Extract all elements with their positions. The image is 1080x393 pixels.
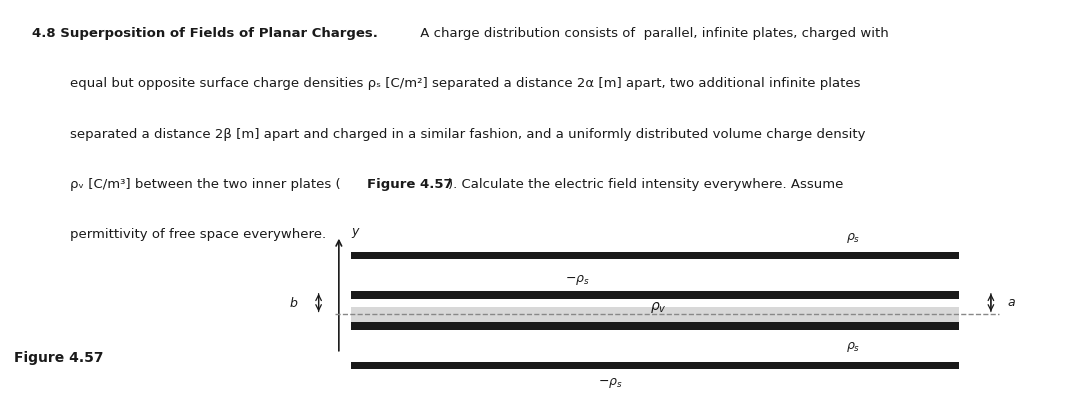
FancyBboxPatch shape — [351, 291, 959, 299]
Text: A charge distribution consists of  parallel, infinite plates, charged with: A charge distribution consists of parall… — [416, 28, 889, 40]
Text: $\rho_s$: $\rho_s$ — [846, 231, 861, 245]
Text: ). Calculate the electric field intensity everywhere. Assume: ). Calculate the electric field intensit… — [448, 178, 843, 191]
FancyBboxPatch shape — [351, 322, 959, 330]
Text: $-\rho_s$: $-\rho_s$ — [566, 273, 590, 287]
Text: ρᵥ [C/m³] between the two inner plates (: ρᵥ [C/m³] between the two inner plates ( — [70, 178, 341, 191]
Text: $y$: $y$ — [351, 226, 361, 240]
Text: 4.8 Superposition of Fields of Planar Charges.: 4.8 Superposition of Fields of Planar Ch… — [32, 28, 378, 40]
Text: permittivity of free space everywhere.: permittivity of free space everywhere. — [70, 228, 326, 241]
Text: $-\rho_s$: $-\rho_s$ — [598, 376, 622, 390]
FancyBboxPatch shape — [351, 362, 959, 369]
Text: $b$: $b$ — [289, 296, 298, 310]
Text: $\rho_v$: $\rho_v$ — [650, 300, 667, 315]
Text: Figure 4.57: Figure 4.57 — [367, 178, 453, 191]
Text: $\rho_s$: $\rho_s$ — [846, 340, 861, 354]
Text: separated a distance 2β [m] apart and charged in a similar fashion, and a unifor: separated a distance 2β [m] apart and ch… — [70, 128, 866, 141]
FancyBboxPatch shape — [351, 252, 959, 259]
Text: $a$: $a$ — [1008, 296, 1016, 309]
FancyBboxPatch shape — [351, 307, 959, 322]
Text: equal but opposite surface charge densities ρₛ [C/m²] separated a distance 2α [m: equal but opposite surface charge densit… — [70, 77, 861, 90]
Text: Figure 4.57: Figure 4.57 — [13, 351, 103, 365]
